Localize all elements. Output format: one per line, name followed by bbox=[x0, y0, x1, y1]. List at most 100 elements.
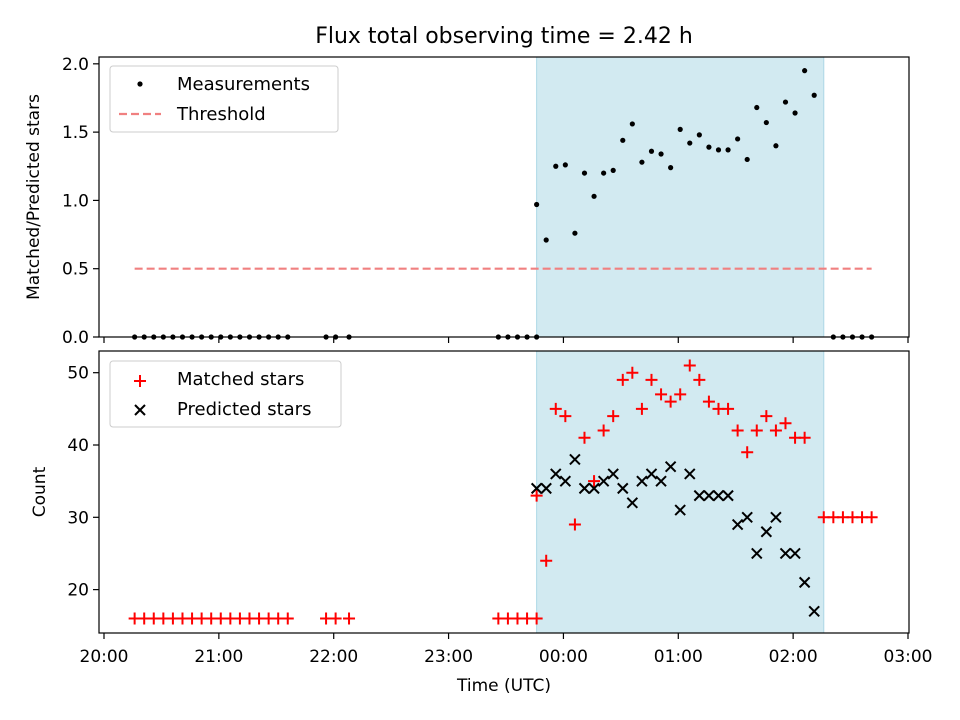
matched-stars-point bbox=[655, 388, 668, 401]
measurement-point bbox=[572, 230, 578, 236]
matched-stars-point bbox=[674, 388, 687, 401]
predicted-stars-point bbox=[751, 547, 763, 560]
measurement-point bbox=[754, 104, 760, 111]
bottom-x-axis: 20:00 21:00 22:00 23:00 00:00 01:00 02:00 03:00 bbox=[80, 633, 933, 667]
measurement-point bbox=[610, 167, 616, 173]
measurement-point bbox=[562, 162, 568, 168]
predicted-stars-point bbox=[569, 453, 581, 466]
bottom-y-axis-label: Count bbox=[30, 466, 50, 517]
measurement-point bbox=[620, 137, 626, 143]
matched-stars-point bbox=[750, 424, 763, 437]
measurement-point bbox=[591, 193, 597, 199]
top-plot-frame bbox=[98, 56, 910, 338]
measurement-point bbox=[581, 170, 588, 176]
bottom-x-tick-label: 03:00 bbox=[884, 647, 933, 667]
matched-stars-point bbox=[693, 373, 706, 386]
predicted-stars-point bbox=[578, 482, 591, 495]
predicted-stars-point bbox=[703, 489, 715, 502]
predicted-stars-point bbox=[550, 468, 562, 480]
measurement-point bbox=[744, 156, 750, 163]
matched-stars-point bbox=[281, 612, 294, 625]
predicted-stars-point bbox=[770, 511, 782, 524]
top-y-tick-label: 0.0 bbox=[62, 328, 89, 348]
measurement-point bbox=[639, 159, 645, 165]
top-y-tick-label: 1.0 bbox=[62, 191, 89, 211]
matched-stars-point bbox=[865, 511, 878, 524]
measurement-point bbox=[696, 132, 702, 138]
predicted-stars-point bbox=[674, 504, 686, 516]
predicted-stars-point bbox=[645, 468, 658, 480]
matched-stars-point bbox=[588, 475, 601, 488]
matched-stars-point bbox=[769, 424, 782, 437]
measurement-point bbox=[782, 99, 789, 105]
predicted-stars-point bbox=[655, 475, 667, 487]
measurement-point bbox=[687, 140, 693, 146]
measurement-point bbox=[811, 92, 817, 98]
bottom-x-tick-label: 22:00 bbox=[309, 647, 358, 667]
matched-stars-point bbox=[568, 518, 581, 531]
bottom-marks bbox=[128, 359, 878, 625]
matched-stars-point bbox=[607, 410, 620, 423]
measurement-point bbox=[735, 136, 741, 142]
measurement-point bbox=[553, 163, 559, 169]
top-legend: Measurements Threshold bbox=[109, 65, 339, 133]
bottom-x-tick-label: 01:00 bbox=[654, 647, 703, 667]
matched-stars-point bbox=[540, 554, 553, 567]
measurement-point bbox=[668, 165, 674, 171]
bottom-x-tick-label: 20:00 bbox=[80, 647, 129, 667]
predicted-stars-point bbox=[530, 482, 543, 495]
predicted-stars-point bbox=[607, 468, 619, 480]
predicted-stars-point bbox=[626, 497, 639, 509]
measurement-point bbox=[543, 237, 549, 243]
measurement-point bbox=[629, 121, 635, 127]
legend-measurements-marker bbox=[137, 81, 143, 87]
bottom-legend-box bbox=[109, 360, 342, 428]
top-y-axis-label: Matched/Predicted stars bbox=[24, 94, 44, 300]
measurement-point bbox=[601, 170, 607, 176]
matched-stars-point bbox=[549, 402, 562, 415]
legend-measurements-label: Measurements bbox=[177, 74, 310, 95]
measurement-point bbox=[648, 148, 655, 154]
bottom-x-tick-label: 00:00 bbox=[539, 647, 588, 667]
measurement-point bbox=[534, 201, 540, 208]
matched-stars-point bbox=[530, 612, 543, 625]
top-y-tick-label: 2.0 bbox=[62, 55, 89, 75]
matched-stars-point bbox=[731, 424, 744, 437]
predicted-stars-point bbox=[779, 547, 792, 560]
measurement-point bbox=[773, 143, 779, 149]
legend-matched-marker bbox=[134, 375, 146, 387]
predicted-stars-point bbox=[636, 475, 648, 487]
matched-stars-point bbox=[329, 612, 342, 625]
matched-stars-point bbox=[798, 431, 811, 444]
predicted-stars-point bbox=[741, 511, 753, 524]
top-shaded-region bbox=[536, 56, 825, 338]
matched-stars-point bbox=[626, 366, 639, 379]
matched-stars-point bbox=[683, 359, 696, 372]
matched-stars-point bbox=[559, 410, 572, 423]
matched-stars-point bbox=[343, 612, 356, 625]
predicted-stars-point bbox=[559, 475, 572, 487]
top-y-tick-label: 1.5 bbox=[62, 123, 89, 143]
matched-stars-point bbox=[635, 402, 648, 415]
measurement-point bbox=[715, 147, 722, 153]
matched-stars-point bbox=[760, 410, 773, 423]
bottom-y-axis: 20 30 40 50 bbox=[67, 364, 99, 601]
bottom-x-tick-label: 21:00 bbox=[194, 647, 243, 667]
predicted-stars-point bbox=[712, 489, 725, 502]
top-y-tick-label: 0.5 bbox=[62, 260, 89, 280]
matched-stars-point bbox=[645, 373, 658, 386]
matched-stars-point bbox=[722, 402, 735, 415]
measurement-point bbox=[658, 151, 664, 157]
x-axis-label: Time (UTC) bbox=[456, 676, 551, 696]
predicted-stars-point bbox=[798, 576, 811, 589]
bottom-y-tick-label: 30 bbox=[67, 508, 89, 528]
legend-matched-label: Matched stars bbox=[177, 369, 304, 390]
matched-stars-point bbox=[616, 373, 629, 386]
measurement-point bbox=[792, 110, 798, 116]
bottom-plot-frame bbox=[98, 350, 910, 634]
legend-threshold-label: Threshold bbox=[176, 104, 266, 125]
measurement-point bbox=[802, 68, 808, 74]
top-legend-box bbox=[109, 65, 339, 133]
measurement-point bbox=[706, 144, 712, 150]
